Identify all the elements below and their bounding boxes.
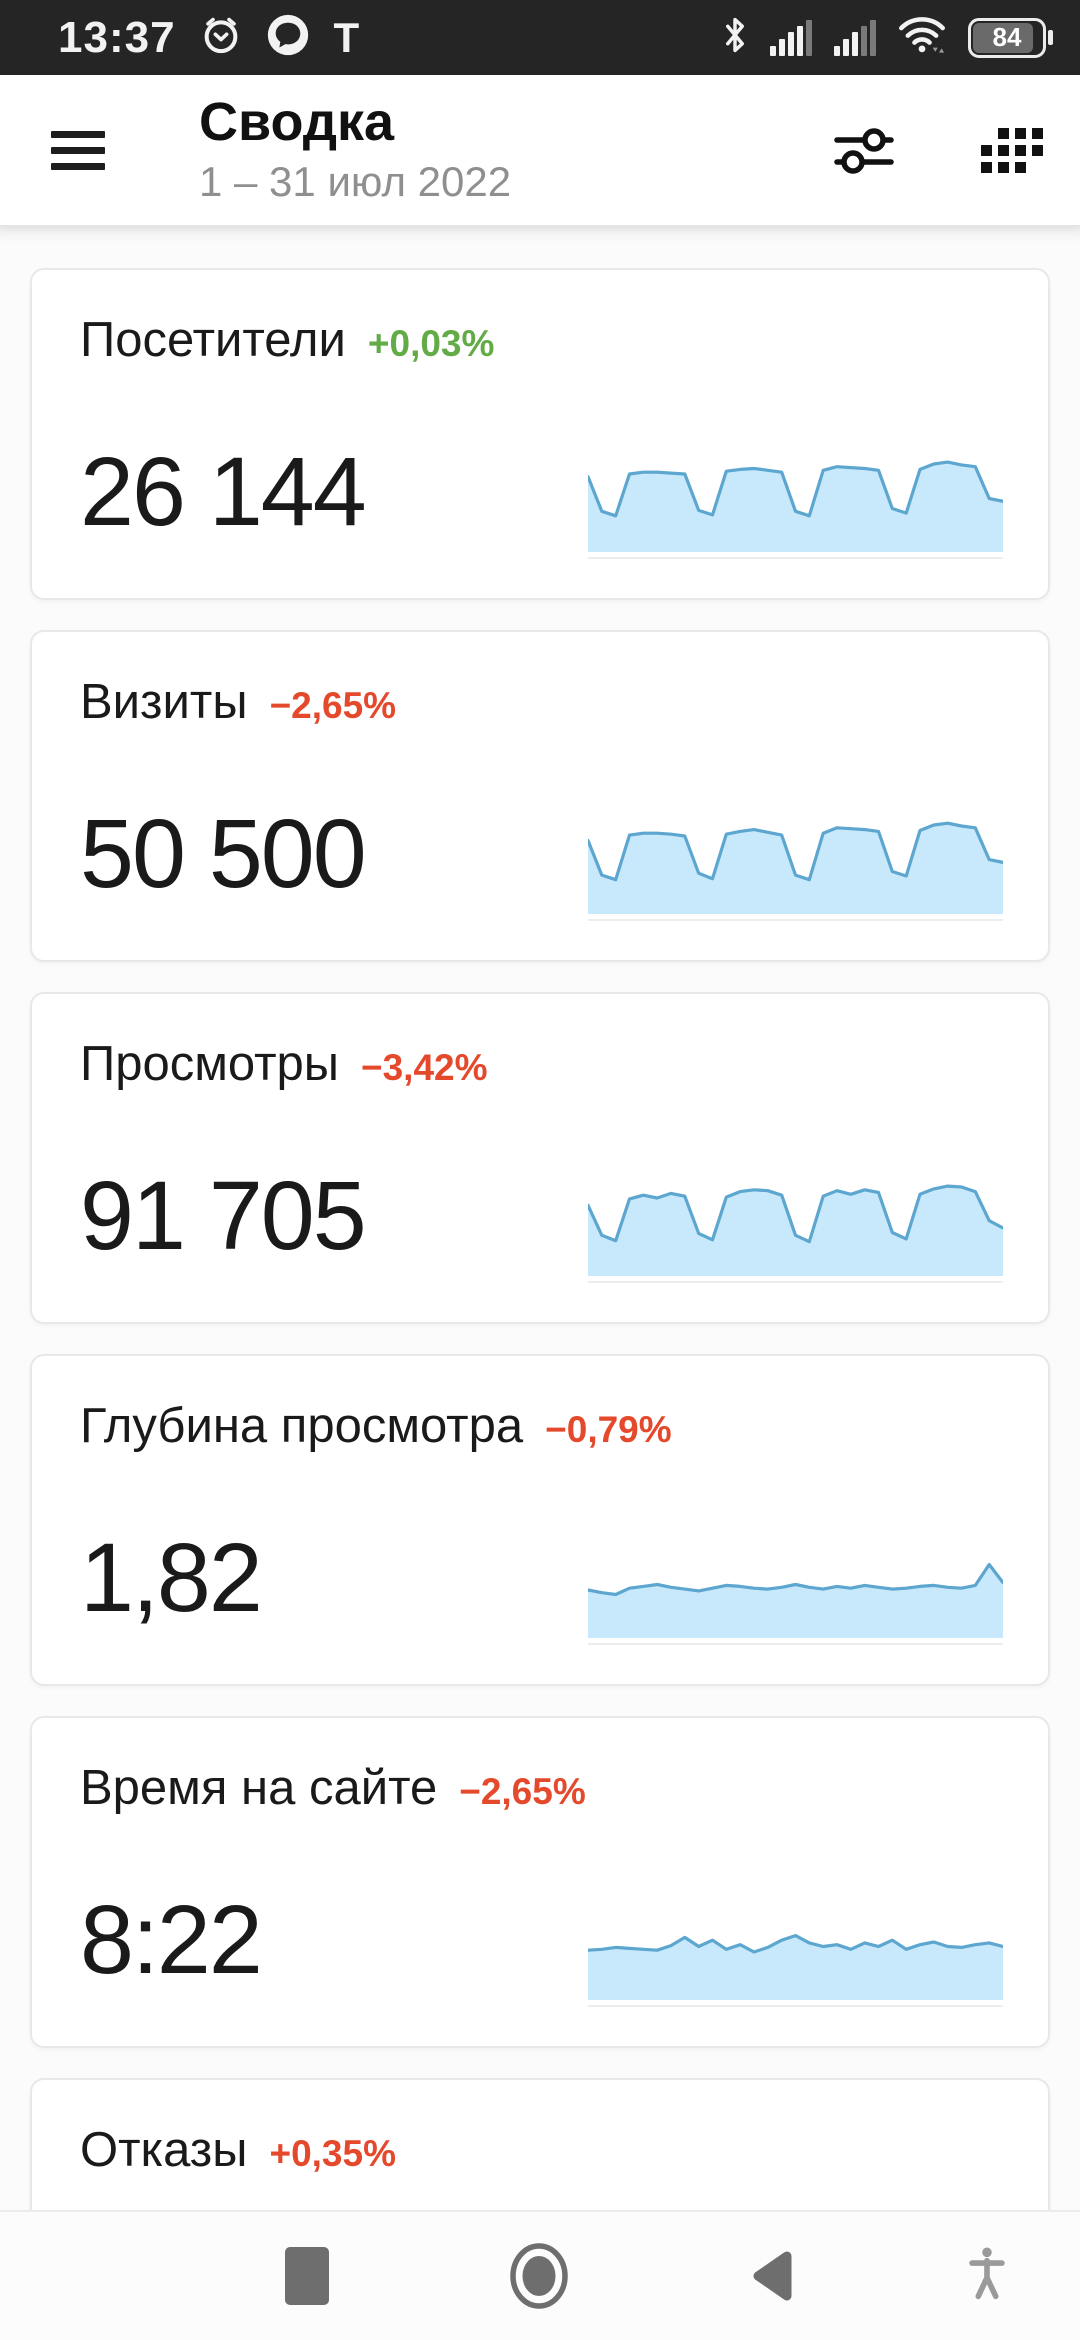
- metric-card-pageviews[interactable]: Просмотры −3,42% 91 705: [30, 992, 1050, 1324]
- back-icon: [753, 2251, 792, 2301]
- metric-title: Время на сайте: [80, 1761, 438, 1815]
- metric-change-badge: −3,42%: [361, 1047, 488, 1088]
- home-button[interactable]: [507, 2242, 571, 2310]
- bluetooth-icon: [722, 15, 748, 60]
- sparkline-axis: [588, 1643, 1003, 1645]
- battery-nub: [1048, 29, 1053, 45]
- metric-card-bounces[interactable]: Отказы +0,35%: [30, 2078, 1050, 2210]
- metric-value: 8:22: [80, 1885, 263, 1994]
- metric-card-visits[interactable]: Визиты −2,65% 50 500: [30, 630, 1050, 962]
- battery-percent: 84: [992, 22, 1022, 52]
- metric-change-badge: −2,65%: [269, 685, 397, 726]
- metric-change-badge: −0,79%: [545, 1409, 672, 1450]
- filter-icon[interactable]: [833, 124, 895, 176]
- sparkline-axis: [588, 2005, 1003, 2007]
- metric-card-visitors[interactable]: Посетители +0,03% 26 144: [30, 268, 1050, 600]
- status-bar: 13:37 T: [0, 0, 1080, 75]
- metric-title: Просмотры: [80, 1037, 339, 1091]
- metric-value: 1,82: [80, 1523, 263, 1632]
- android-nav-bar: [0, 2210, 1080, 2340]
- sparkline-chart: [588, 1179, 1003, 1283]
- metric-value: 26 144: [80, 437, 367, 546]
- header-titles: Сводка 1 – 31 июл 2022: [199, 94, 511, 206]
- metric-value: 50 500: [80, 799, 367, 908]
- wifi-icon: [898, 15, 946, 60]
- sparkline-axis: [588, 557, 1003, 559]
- cell-signal-icon: [770, 19, 812, 56]
- clock-time: 13:37: [58, 12, 176, 62]
- metric-change-badge: +0,03%: [367, 323, 495, 364]
- metric-card-time-on-site[interactable]: Время на сайте −2,65% 8:22: [30, 1716, 1050, 2048]
- app-header: Сводка 1 – 31 июл 2022: [0, 75, 1080, 227]
- battery-icon: 84: [968, 17, 1053, 58]
- sparkline-axis: [588, 919, 1003, 921]
- letter-t-icon: T: [333, 13, 360, 61]
- metric-title: Визиты: [80, 675, 248, 729]
- page-title: Сводка: [199, 92, 395, 153]
- chat-app-icon: [266, 13, 310, 62]
- sparkline-chart: [588, 1903, 1003, 2007]
- metric-card-depth[interactable]: Глубина просмотра −0,79% 1,82: [30, 1354, 1050, 1686]
- metric-change-badge: +0,35%: [269, 2133, 396, 2174]
- back-button[interactable]: [749, 2248, 795, 2304]
- metric-change-badge: −2,65%: [459, 1771, 586, 1812]
- sparkline-axis: [588, 1281, 1003, 1283]
- sparkline-chart: [588, 455, 1003, 559]
- cell-signal-icon: [834, 19, 876, 56]
- accessibility-icon: [969, 2247, 1005, 2300]
- metric-title: Посетители: [80, 313, 346, 367]
- recents-button[interactable]: [285, 2247, 329, 2305]
- sparkline-chart: [588, 1541, 1003, 1645]
- battery-fill: [973, 22, 1034, 53]
- accessibility-button[interactable]: [966, 2247, 1008, 2306]
- menu-icon[interactable]: [51, 130, 105, 170]
- metric-title: Глубина просмотра: [80, 1399, 524, 1453]
- summary-scroll-area[interactable]: Посетители +0,03% 26 144 Визиты −2,65% 5…: [0, 227, 1080, 2210]
- home-icon: [510, 2243, 568, 2309]
- alarm-icon: [200, 14, 242, 61]
- metric-value: 91 705: [80, 1161, 367, 1270]
- metric-title: Отказы: [80, 2123, 248, 2177]
- sparkline-chart: [588, 817, 1003, 921]
- date-range[interactable]: 1 – 31 июл 2022: [199, 157, 512, 205]
- recents-icon: [285, 2247, 329, 2305]
- widgets-icon[interactable]: [981, 127, 1043, 173]
